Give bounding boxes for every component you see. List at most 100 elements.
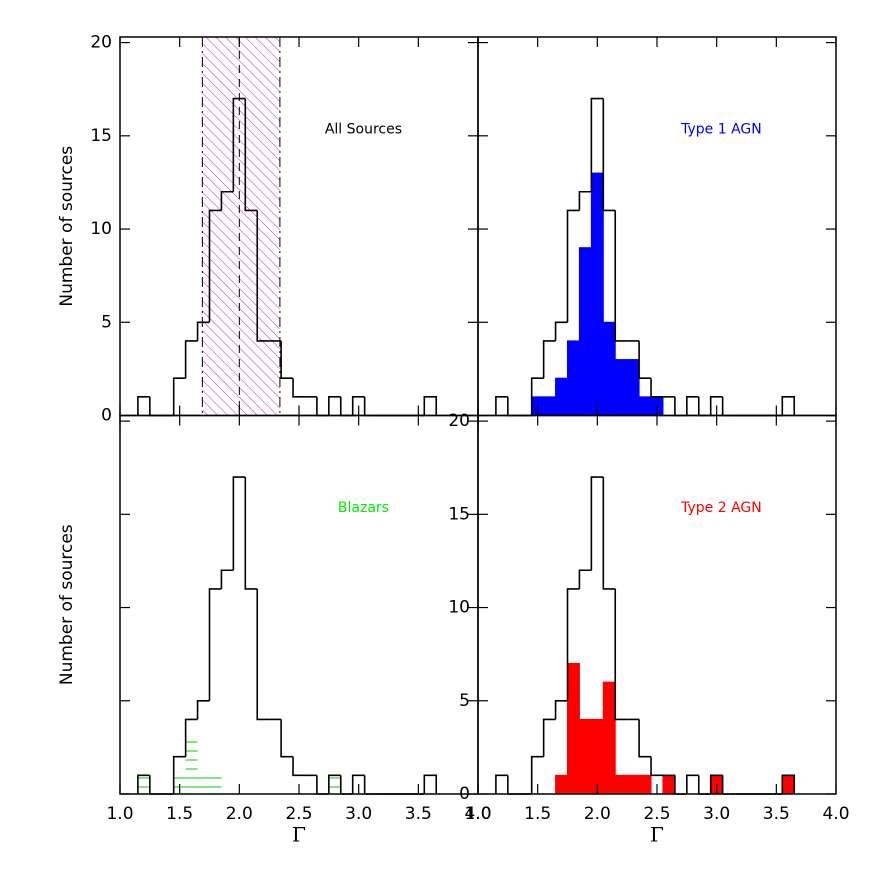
panel-label: Blazars	[338, 500, 389, 516]
histogram-bar	[638, 396, 652, 416]
histogram-bar	[602, 681, 616, 795]
y-tick-label: 5	[101, 312, 112, 332]
y-tick-label: 10	[448, 598, 470, 618]
x-tick-label: 1.5	[166, 804, 193, 824]
histogram-bar	[543, 396, 557, 416]
y-tick-label: 20	[90, 33, 112, 53]
y-tick-label: 0	[459, 784, 470, 804]
histogram-step	[602, 477, 616, 590]
histogram-step	[542, 340, 556, 379]
panel-label: Type 1 AGN	[680, 122, 762, 138]
histogram-bar	[137, 775, 150, 794]
histogram-bar	[555, 774, 568, 795]
x-tick-label: 1.0	[464, 804, 491, 824]
histogram-step	[256, 588, 270, 721]
y-axis-label: Number of sources	[57, 146, 77, 307]
histogram-step	[196, 699, 210, 720]
histogram-step	[697, 396, 711, 417]
histogram-step	[328, 774, 341, 794]
histogram-step	[328, 396, 341, 416]
histogram-step	[244, 98, 258, 212]
histogram-step	[507, 396, 520, 417]
shaded-band	[202, 37, 280, 416]
histogram-step	[554, 699, 568, 720]
histogram-bar	[578, 247, 592, 416]
histogram-step	[542, 718, 556, 757]
histogram-step	[363, 396, 377, 417]
histogram-step	[721, 396, 735, 417]
histogram-step	[137, 396, 150, 416]
x-tick-label: 2.5	[285, 804, 312, 824]
histogram-step	[423, 396, 438, 416]
histogram-step	[292, 756, 305, 777]
histogram-step	[339, 396, 353, 417]
histogram-bar	[590, 172, 604, 416]
histogram-bar	[626, 774, 640, 795]
histogram-step	[590, 97, 604, 192]
histogram-bar	[781, 774, 795, 795]
histogram-bar	[555, 377, 568, 416]
histogram-step	[316, 775, 329, 795]
histogram-step	[530, 755, 544, 794]
histogram-bar	[638, 774, 652, 795]
histogram-bar	[626, 359, 640, 416]
histogram-step	[781, 396, 796, 416]
y-tick-label: 20	[448, 411, 470, 431]
histogram-step	[316, 396, 329, 417]
histogram-step	[292, 378, 305, 398]
histogram-bar	[567, 340, 580, 417]
x-tick-label: 4.0	[464, 804, 491, 824]
histogram-bar	[328, 775, 341, 794]
y-tick-label: 5	[459, 691, 470, 711]
histogram-bar	[614, 774, 628, 795]
histogram-step	[172, 377, 186, 416]
x-tick-label: 2.0	[226, 804, 253, 824]
panel-label: All Sources	[325, 122, 402, 138]
histogram-step	[339, 775, 353, 795]
histogram-step	[614, 588, 628, 721]
histogram-bar	[185, 738, 198, 794]
histogram-bar	[209, 775, 222, 794]
plot-frame	[119, 414, 479, 795]
histogram-step	[674, 775, 687, 795]
histogram-bar	[614, 359, 628, 416]
x-tick-label: 1.5	[524, 804, 551, 824]
histogram-step	[638, 719, 652, 758]
histogram-step	[602, 98, 616, 212]
plot-frame	[477, 414, 837, 795]
histogram-step	[650, 756, 663, 777]
histogram-step	[220, 190, 234, 211]
histogram-step	[554, 321, 568, 341]
histogram-bar	[578, 718, 592, 795]
histogram-step	[781, 774, 796, 794]
histogram-bar	[662, 774, 676, 795]
histogram-step	[495, 774, 508, 794]
histogram-step	[495, 396, 508, 416]
histogram-step	[566, 209, 580, 323]
histogram-step	[578, 190, 592, 211]
histogram-step	[208, 588, 222, 701]
histogram-step	[614, 210, 628, 342]
histogram-step	[674, 396, 687, 417]
histogram-step	[232, 97, 246, 192]
histogram-step	[507, 775, 520, 795]
x-tick-label: 2.0	[584, 804, 611, 824]
plot-frame	[477, 36, 837, 417]
histogram-step	[280, 719, 294, 758]
x-tick-label: 3.0	[703, 804, 730, 824]
histogram-step	[423, 774, 438, 794]
histogram-step	[149, 775, 162, 795]
histogram-step	[184, 340, 198, 379]
histogram-step	[208, 209, 222, 323]
histogram-bar	[567, 662, 580, 795]
histogram-step	[256, 210, 270, 342]
histogram-step	[721, 775, 735, 795]
histogram-step	[280, 340, 294, 380]
histogram-step	[351, 396, 365, 416]
histogram-step	[137, 774, 150, 794]
histogram-step	[220, 569, 234, 589]
histogram-step	[686, 774, 699, 794]
x-axis-label: Γ	[650, 823, 664, 847]
histogram-bar	[590, 718, 604, 795]
